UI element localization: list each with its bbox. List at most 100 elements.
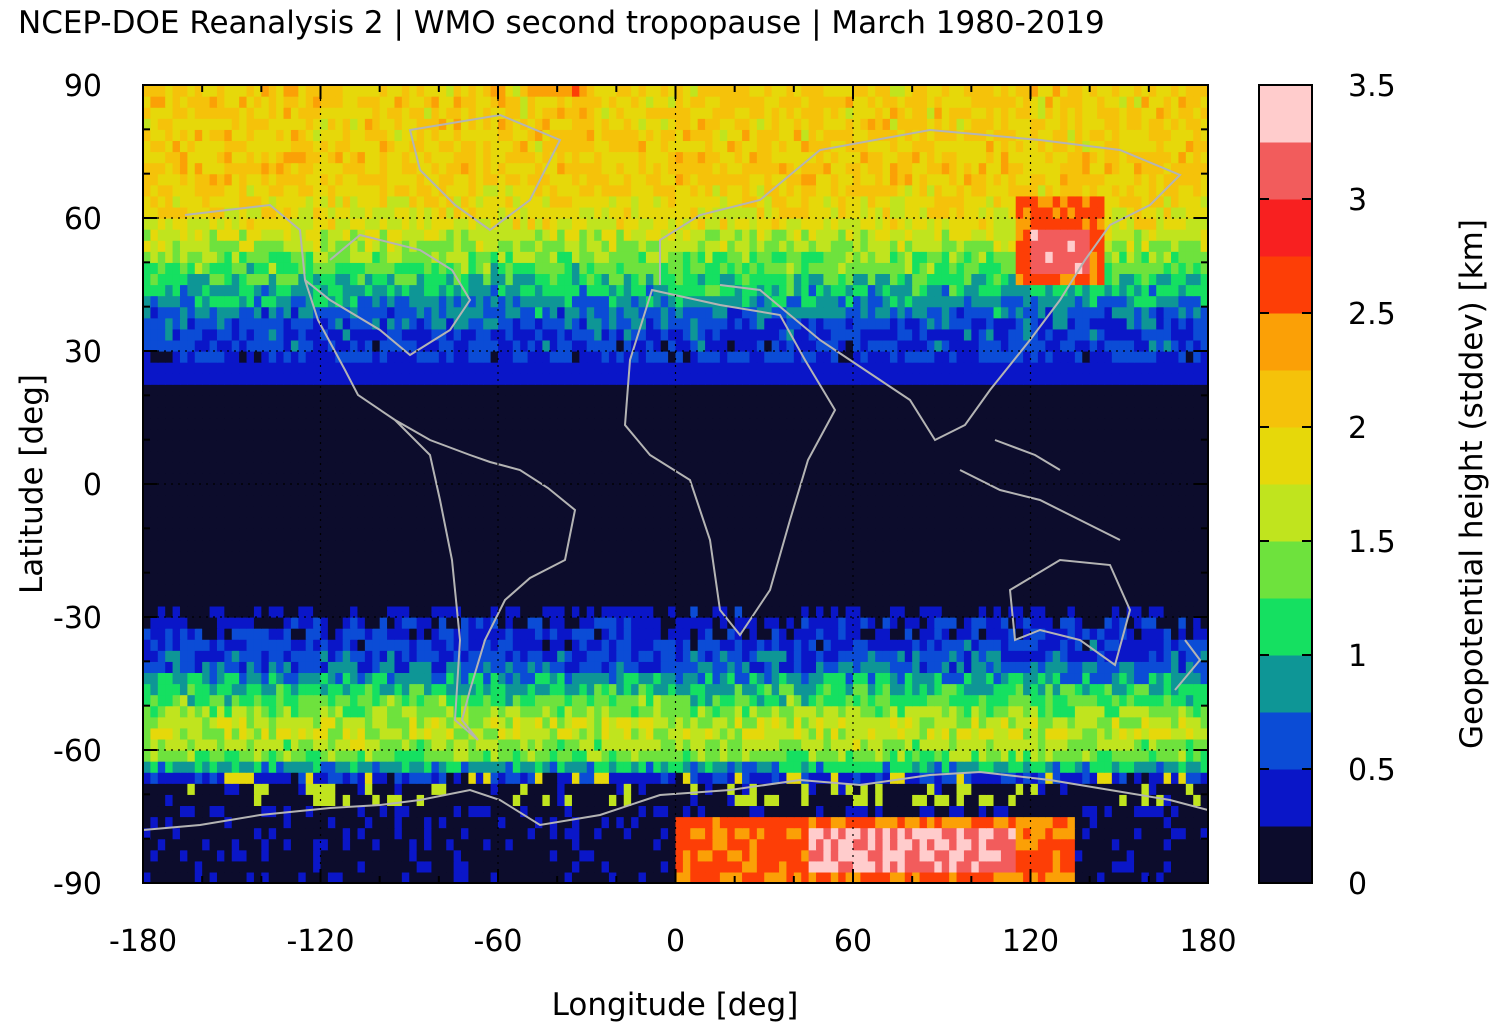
heatmap-cell <box>306 562 314 574</box>
heatmap-cell <box>1104 772 1112 784</box>
heatmap-cell <box>579 584 587 596</box>
heatmap-cell <box>1156 606 1164 618</box>
heatmap-cell <box>786 551 794 563</box>
heatmap-cell <box>284 728 292 740</box>
heatmap-cell <box>942 584 950 596</box>
heatmap-cell <box>764 872 772 884</box>
heatmap-cell <box>343 595 351 607</box>
heatmap-cell <box>217 828 225 840</box>
heatmap-cell <box>676 595 684 607</box>
heatmap-cell <box>1134 817 1142 829</box>
heatmap-cell <box>860 672 868 684</box>
heatmap-cell <box>1016 772 1024 784</box>
heatmap-cell <box>831 706 839 718</box>
heatmap-cell <box>579 562 587 574</box>
heatmap-cell <box>1082 695 1090 707</box>
heatmap-cell <box>476 506 484 518</box>
heatmap-cell <box>653 817 661 829</box>
heatmap-cell <box>735 562 743 574</box>
heatmap-cell <box>284 573 292 585</box>
heatmap-cell <box>1038 750 1046 762</box>
heatmap-cell <box>1156 783 1164 795</box>
heatmap-cell <box>912 739 920 751</box>
heatmap-cell <box>587 517 595 529</box>
heatmap-cell <box>291 783 299 795</box>
heatmap-cell <box>446 672 454 684</box>
heatmap-cell <box>890 639 898 651</box>
heatmap-cell <box>306 861 314 873</box>
heatmap-cell <box>365 517 373 529</box>
heatmap-cell <box>727 805 735 817</box>
heatmap-cell <box>594 839 602 851</box>
heatmap-cell <box>1001 606 1009 618</box>
heatmap-cell <box>579 772 587 784</box>
heatmap-cell <box>505 628 513 640</box>
heatmap-cell <box>365 828 373 840</box>
heatmap-cell <box>409 761 417 773</box>
heatmap-cell <box>639 495 647 507</box>
heatmap-cell <box>927 805 935 817</box>
heatmap-cell <box>1134 805 1142 817</box>
heatmap-cell <box>284 517 292 529</box>
heatmap-cell <box>779 595 787 607</box>
heatmap-cell <box>587 839 595 851</box>
heatmap-cell <box>1112 595 1120 607</box>
heatmap-cell <box>1038 672 1046 684</box>
heatmap-cell <box>661 750 669 762</box>
heatmap-cell <box>483 617 491 629</box>
heatmap-cell <box>742 717 750 729</box>
heatmap-cell <box>1082 839 1090 851</box>
heatmap-cell <box>498 539 506 551</box>
heatmap-cell <box>1134 717 1142 729</box>
heatmap-cell <box>1090 551 1098 563</box>
heatmap-cell <box>1075 828 1083 840</box>
heatmap-cell <box>276 706 284 718</box>
heatmap-cell <box>269 706 277 718</box>
heatmap-cell <box>742 573 750 585</box>
heatmap-cell <box>424 584 432 596</box>
heatmap-cell <box>1045 528 1053 540</box>
heatmap-cell <box>1149 639 1157 651</box>
heatmap-cell <box>210 573 218 585</box>
heatmap-cell <box>890 817 898 829</box>
heatmap-cell <box>1134 850 1142 862</box>
heatmap-cell <box>247 562 255 574</box>
heatmap-cell <box>846 805 854 817</box>
heatmap-cell <box>631 817 639 829</box>
heatmap-cell <box>357 706 365 718</box>
heatmap-cell <box>579 672 587 684</box>
heatmap-cell <box>949 817 957 829</box>
heatmap-cell <box>949 828 957 840</box>
heatmap-cell <box>247 739 255 751</box>
heatmap-cell <box>979 528 987 540</box>
heatmap-cell <box>1112 706 1120 718</box>
heatmap-cell <box>594 684 602 696</box>
heatmap-cell <box>483 495 491 507</box>
heatmap-cell <box>883 828 891 840</box>
heatmap-cell <box>639 573 647 585</box>
heatmap-cell <box>609 661 617 673</box>
heatmap-cell <box>505 872 513 884</box>
heatmap-cell <box>1178 828 1186 840</box>
heatmap-cell <box>306 794 314 806</box>
heatmap-cell <box>875 761 883 773</box>
heatmap-cell <box>557 828 565 840</box>
heatmap-cell <box>232 805 240 817</box>
heatmap-cell <box>387 872 395 884</box>
heatmap-cell <box>1193 728 1201 740</box>
heatmap-cell <box>809 850 817 862</box>
heatmap-cell <box>823 706 831 718</box>
heatmap-cell <box>143 717 151 729</box>
heatmap-cell <box>934 695 942 707</box>
heatmap-cell <box>631 850 639 862</box>
heatmap-cell <box>365 706 373 718</box>
heatmap-cell <box>424 728 432 740</box>
heatmap-cell <box>801 551 809 563</box>
heatmap-cell <box>853 650 861 662</box>
heatmap-cell <box>476 839 484 851</box>
heatmap-cell <box>1031 805 1039 817</box>
heatmap-cell <box>476 528 484 540</box>
heatmap-cell <box>809 551 817 563</box>
heatmap-cell <box>402 750 410 762</box>
heatmap-cell <box>683 695 691 707</box>
